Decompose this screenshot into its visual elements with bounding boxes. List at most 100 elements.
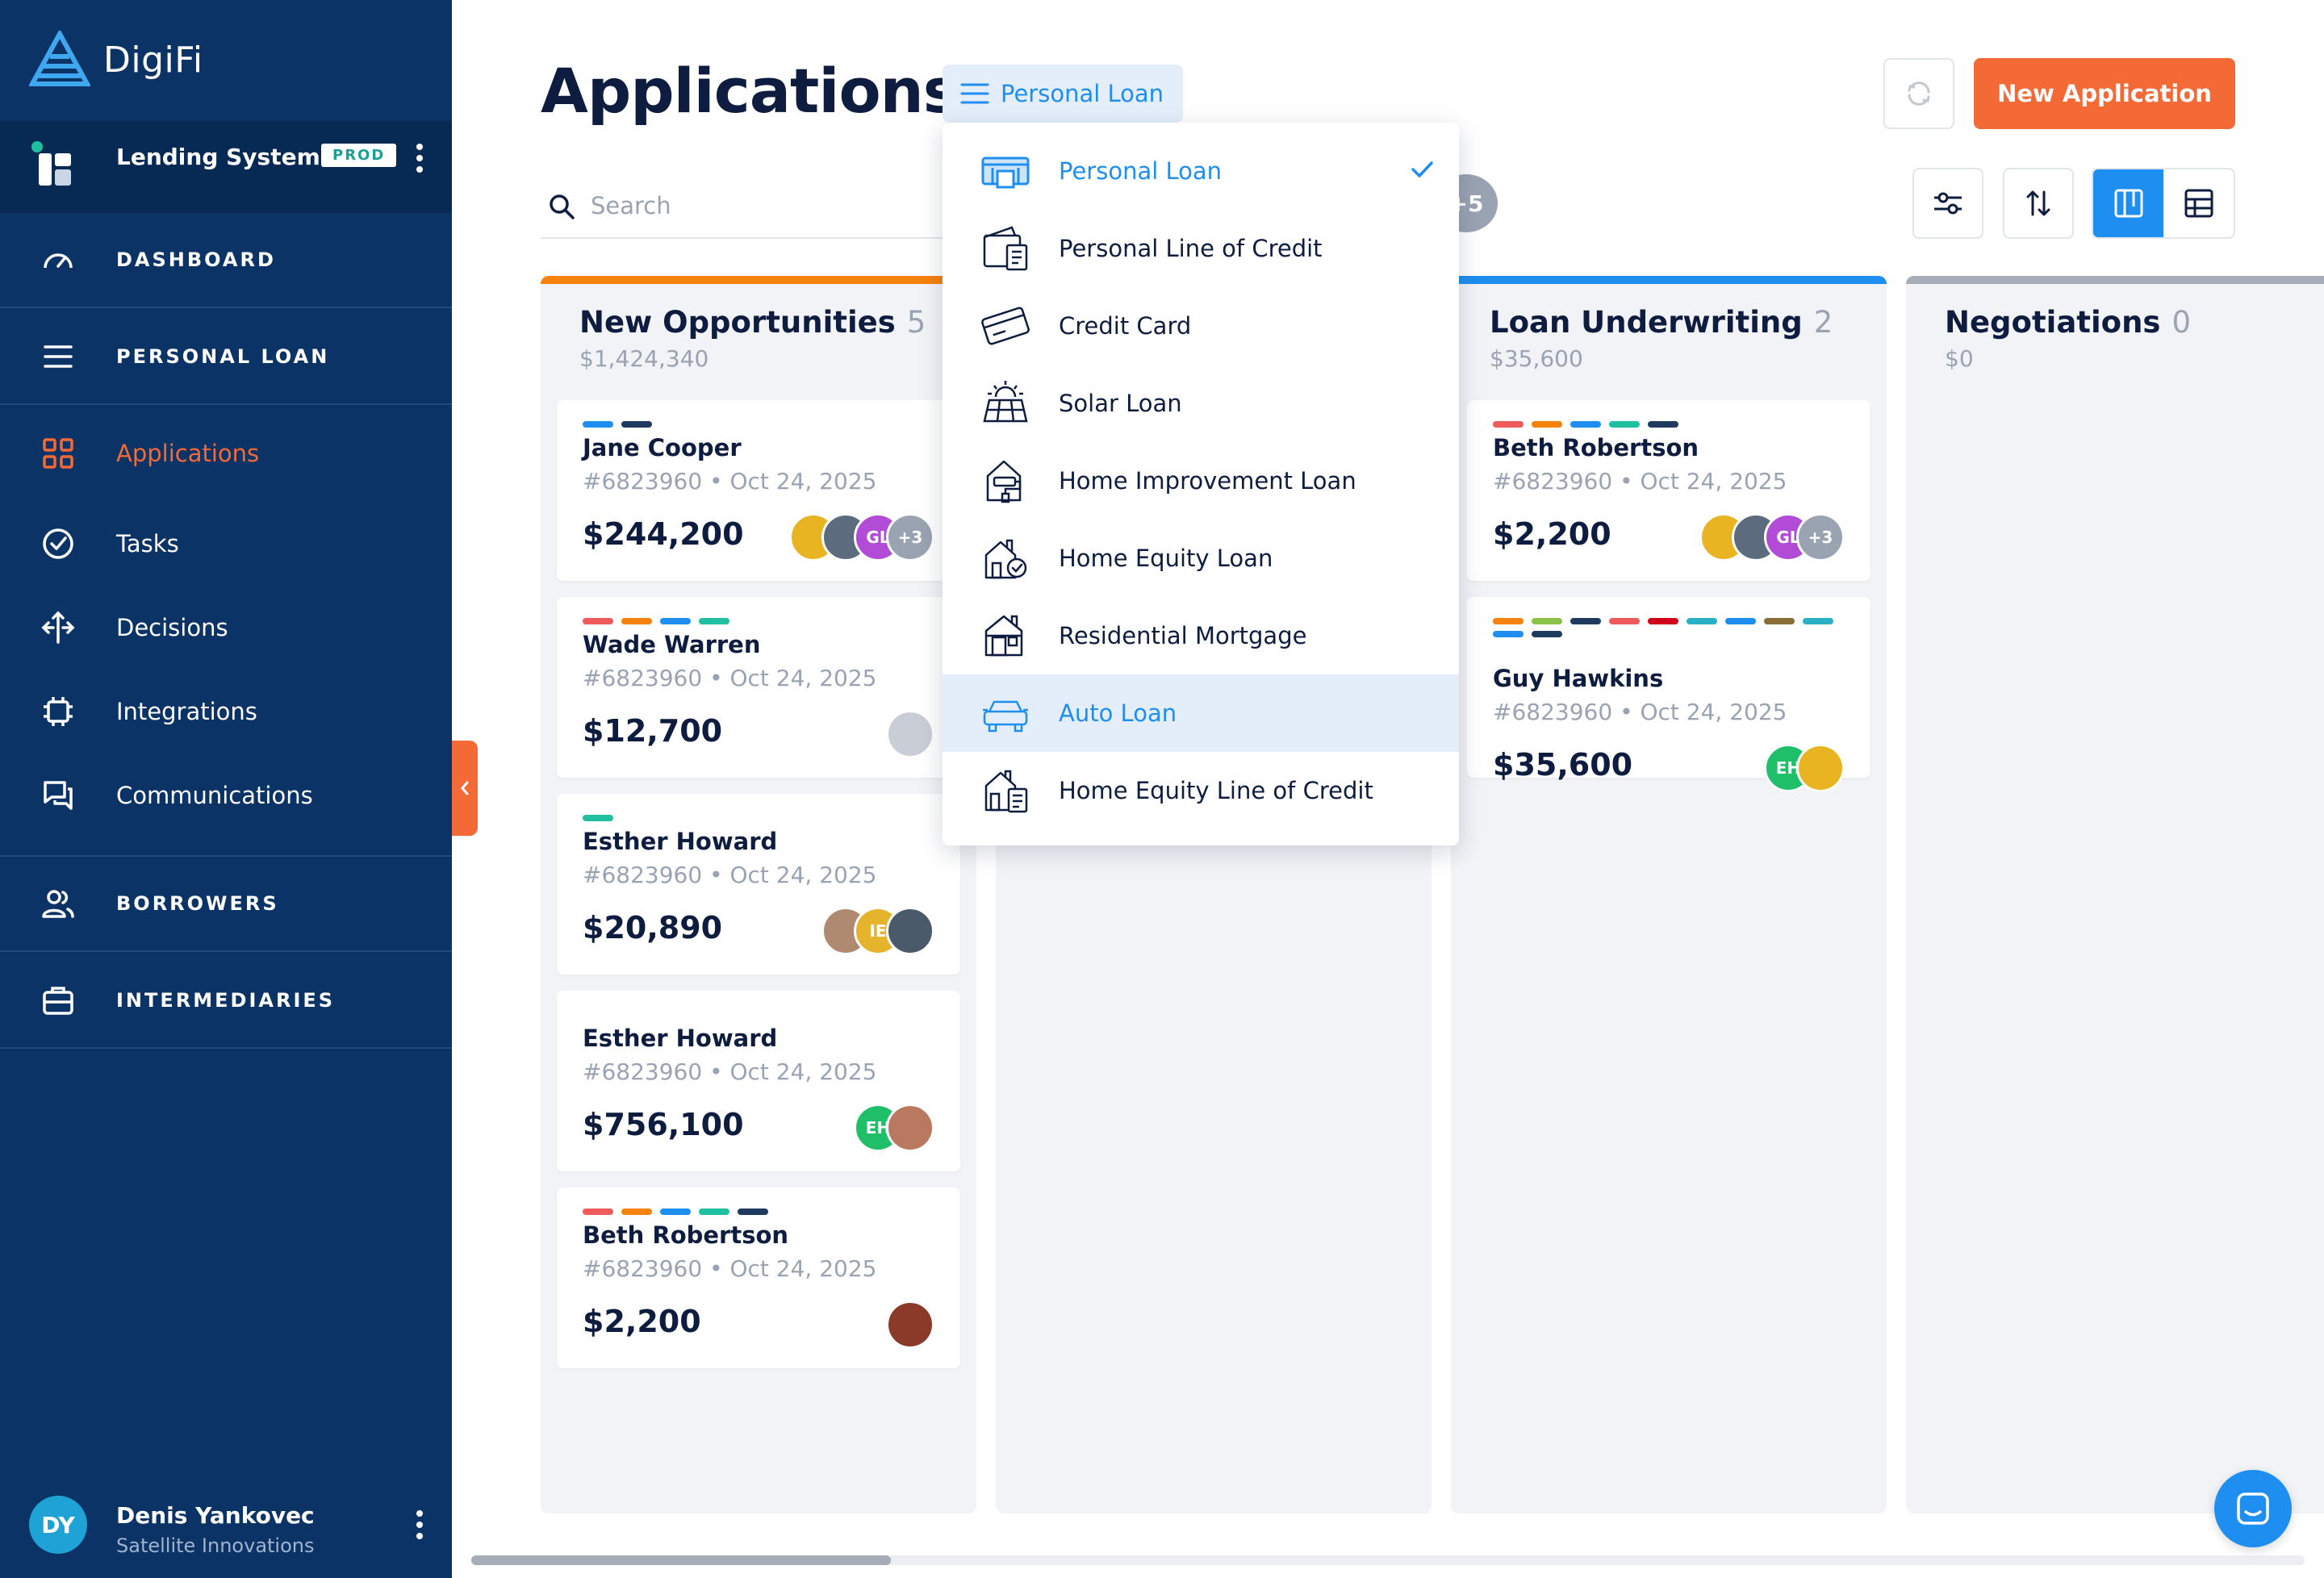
application-card[interactable]: Jane Cooper #6823960 • Oct 24, 2025 $244,2… [557,400,960,581]
search-input[interactable] [591,187,946,224]
sort-arrows-icon [2026,190,2050,216]
dropdown-item-label: Home Equity Loan [1059,545,1273,572]
tag-label [1532,618,1562,624]
grid-icon [43,438,73,469]
borrower-name: Jane Cooper [583,434,742,461]
tag-label [699,1209,729,1215]
nav-divider [0,855,452,857]
chevron-left-icon [461,781,469,795]
search-box [541,174,960,239]
nav-applications[interactable]: Applications [0,411,452,495]
application-meta: #6823960 • Oct 24, 2025 [583,1255,877,1282]
application-card[interactable]: Esther Howard #6823960 • Oct 24, 2025 $20,… [557,794,960,975]
column-title: Loan Underwriting 2 [1490,305,1833,340]
dropdown-item-solar-loan[interactable]: Solar Loan [943,365,1459,442]
column-count: 2 [1813,305,1833,340]
nav-decisions-label: Decisions [116,614,228,641]
users-icon [42,890,74,918]
dropdown-item-auto-loan[interactable]: Auto Loan [943,674,1459,752]
dropdown-item-home-improvement-loan[interactable]: Home Improvement Loan [943,442,1459,520]
application-card[interactable]: Guy Hawkins #6823960 • Oct 24, 2025 $35,60… [1467,597,1870,792]
team-avatars: +3 GL [789,513,934,561]
team-avatars [886,1300,934,1349]
avatar[interactable] [1796,744,1845,792]
tag-label [1570,421,1601,428]
application-meta: #6823960 • Oct 24, 2025 [1493,699,1787,725]
chat-icon [2237,1492,2269,1525]
sort-button[interactable] [2003,168,2074,239]
search-icon [550,194,575,219]
filter-button[interactable] [1912,168,1983,239]
horizontal-scrollbar[interactable] [471,1555,2305,1565]
application-card[interactable]: Beth Robertson #6823960 • Oct 24, 2025 $2,… [1467,400,1870,581]
scrollbar-thumb[interactable] [471,1555,891,1565]
user-menu-icon[interactable] [410,1509,429,1541]
card-tags [583,1209,938,1215]
nav-intermediaries[interactable]: INTERMEDIARIES [0,954,452,1049]
system-menu-icon[interactable] [410,142,429,174]
table-view-button[interactable] [2163,169,2234,237]
application-card[interactable]: Esther Howard #6823960 • Oct 24, 2025 $756… [557,991,960,1171]
loan-amount: $2,200 [1493,516,1611,552]
dropdown-item-home-equity-loan[interactable]: Home Equity Loan [943,520,1459,597]
column-count: 0 [2171,305,2192,340]
chat-support-button[interactable] [2214,1470,2292,1547]
tag-label [1648,421,1678,428]
tag-label [1609,618,1640,624]
avatar[interactable] [886,1104,934,1152]
tag-label [738,1209,768,1215]
nav-communications[interactable]: Communications [0,754,452,837]
house-icon [984,615,1023,657]
application-card[interactable]: Wade Warren #6823960 • Oct 24, 2025 $12,70… [557,597,960,778]
brand[interactable]: DigiFi [29,27,203,92]
application-card[interactable]: Beth Robertson #6823960 • Oct 24, 2025 $2,… [557,1188,960,1368]
nav-tasks[interactable]: Tasks [0,502,452,586]
house-document-icon [984,770,1028,813]
new-application-button[interactable]: New Application [1974,58,2235,129]
avatar[interactable] [886,907,934,955]
tag-label [660,1209,691,1215]
board-column: Loan Underwriting 2 $35,600 Beth Robertson #… [1451,276,1887,1513]
car-icon [983,700,1028,733]
nav-integrations[interactable]: Integrations [0,670,452,754]
avatar[interactable]: +3 [886,513,934,561]
dropdown-item-home-equity-line-of-credit[interactable]: Home Equity Line of Credit [943,752,1459,829]
sidebar-collapse-button[interactable] [452,741,478,836]
nav-borrowers[interactable]: BORROWERS [0,857,452,952]
user-profile[interactable]: DY Denis Yankovec Satellite Innovations [0,1462,452,1578]
dropdown-item-residential-mortgage[interactable]: Residential Mortgage [943,597,1459,674]
nav-personal-loan-label: PERSONAL LOAN [116,345,330,368]
dropdown-item-personal-line-of-credit[interactable]: Personal Line of Credit [943,210,1459,287]
user-avatar: DY [29,1496,87,1554]
application-meta: #6823960 • Oct 24, 2025 [583,665,877,691]
avatar[interactable] [886,710,934,758]
product-selector[interactable]: Personal Loan [943,65,1183,123]
dropdown-item-label: Personal Line of Credit [1059,235,1323,262]
dropdown-item-credit-card[interactable]: Credit Card [943,287,1459,365]
refresh-button[interactable] [1883,58,1954,129]
personal-loan-icon [981,157,1030,189]
avatar[interactable] [886,1300,934,1349]
refresh-icon [1908,81,1930,106]
borrower-name: Beth Robertson [583,1221,789,1249]
column-count: 5 [906,305,926,340]
dropdown-item-label: Home Equity Line of Credit [1059,777,1373,804]
borrower-name: Wade Warren [583,631,761,658]
loan-amount: $2,200 [583,1304,701,1339]
avatar[interactable]: +3 [1796,513,1845,561]
nav-personal-loan[interactable]: PERSONAL LOAN [0,310,452,405]
column-name: Negotiations [1945,305,2161,340]
nav-decisions[interactable]: Decisions [0,586,452,670]
card-tags [583,815,938,821]
chat-bubbles-icon [44,781,73,810]
dropdown-item-personal-loan[interactable]: Personal Loan [943,132,1459,210]
tag-label [583,618,613,624]
system-name: Lending System [116,144,320,170]
briefcase-icon [43,987,73,1015]
nav-dashboard[interactable]: DASHBOARD [0,213,452,308]
system-switcher[interactable]: Lending System PROD [0,121,452,213]
team-avatars: EH [1764,744,1845,792]
board-view-button[interactable] [2093,169,2163,237]
loan-amount: $20,890 [583,910,723,946]
tag-label [1609,421,1640,428]
